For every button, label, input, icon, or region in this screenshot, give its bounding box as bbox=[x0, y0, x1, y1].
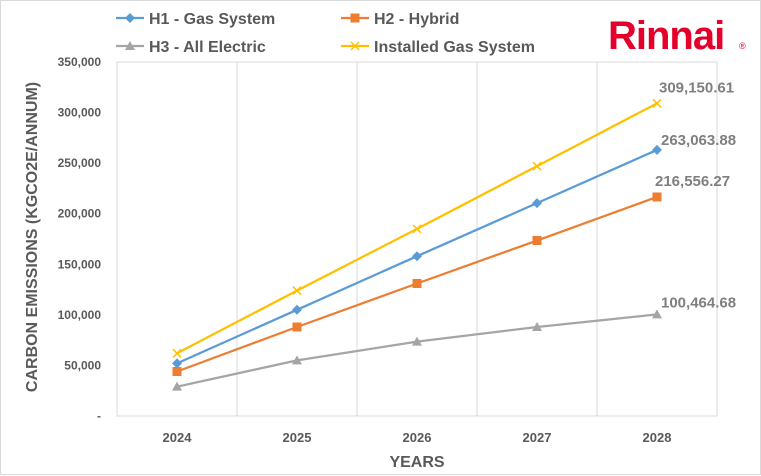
data-label: 216,556.27 bbox=[655, 173, 730, 190]
data-point bbox=[172, 366, 182, 376]
data-point bbox=[532, 236, 542, 246]
y-tick-label: 300,000 bbox=[58, 106, 102, 120]
data-point-stroke bbox=[412, 224, 422, 234]
data-point bbox=[292, 322, 302, 332]
data-point bbox=[292, 355, 302, 365]
legend-marker-stroke bbox=[350, 41, 360, 51]
data-point-stroke bbox=[532, 161, 542, 171]
data-point bbox=[532, 161, 542, 171]
y-tick-label: 350,000 bbox=[58, 55, 102, 69]
data-point bbox=[412, 336, 422, 346]
x-tick-label: 2025 bbox=[283, 430, 312, 445]
legend-marker bbox=[125, 13, 135, 23]
legend-label: H3 - All Electric bbox=[149, 39, 266, 56]
data-point bbox=[292, 286, 302, 296]
y-tick-label: 200,000 bbox=[58, 207, 102, 221]
data-point bbox=[412, 279, 422, 289]
brand-registered-mark: ® bbox=[739, 41, 746, 51]
data-point bbox=[652, 98, 662, 108]
data-label: 100,464.68 bbox=[661, 294, 736, 311]
x-axis-title: YEARS bbox=[389, 454, 444, 471]
data-point bbox=[412, 251, 422, 262]
y-tick-label: 150,000 bbox=[58, 257, 102, 271]
legend-label: Installed Gas System bbox=[374, 39, 535, 56]
y-tick-label: - bbox=[97, 409, 101, 423]
data-label: 263,063.88 bbox=[661, 132, 736, 149]
y-tick-label: 50,000 bbox=[64, 358, 101, 372]
data-point bbox=[652, 192, 662, 202]
data-point-stroke bbox=[652, 98, 662, 108]
legend-marker bbox=[350, 13, 360, 23]
data-point bbox=[412, 224, 422, 234]
brand-logo: Rinnai bbox=[608, 14, 724, 58]
y-axis-title: CARBON EMISSIONS (KGCO2E/ANNUM) bbox=[24, 82, 41, 392]
plot-area bbox=[116, 61, 718, 417]
data-label: 309,150.61 bbox=[659, 79, 734, 96]
data-point bbox=[172, 358, 182, 369]
y-tick-label: 250,000 bbox=[58, 156, 102, 170]
data-point bbox=[292, 304, 302, 315]
x-tick-label: 2027 bbox=[523, 430, 552, 445]
legend-marker bbox=[350, 41, 360, 51]
data-point bbox=[172, 381, 182, 391]
data-point-stroke bbox=[172, 348, 182, 358]
series-line-3 bbox=[176, 313, 658, 388]
legend-marker bbox=[125, 41, 135, 50]
legend-label: H2 - Hybrid bbox=[374, 11, 459, 28]
x-tick-label: 2024 bbox=[163, 430, 193, 445]
data-point bbox=[532, 321, 542, 331]
x-tick-label: 2028 bbox=[643, 430, 672, 445]
data-point-stroke bbox=[292, 286, 302, 296]
x-tick-label: 2026 bbox=[403, 430, 432, 445]
legend-label: H1 - Gas System bbox=[149, 11, 275, 28]
y-tick-label: 100,000 bbox=[58, 308, 102, 322]
data-point bbox=[532, 198, 542, 209]
data-point bbox=[652, 144, 662, 155]
data-point bbox=[172, 348, 182, 358]
data-point bbox=[652, 309, 662, 319]
